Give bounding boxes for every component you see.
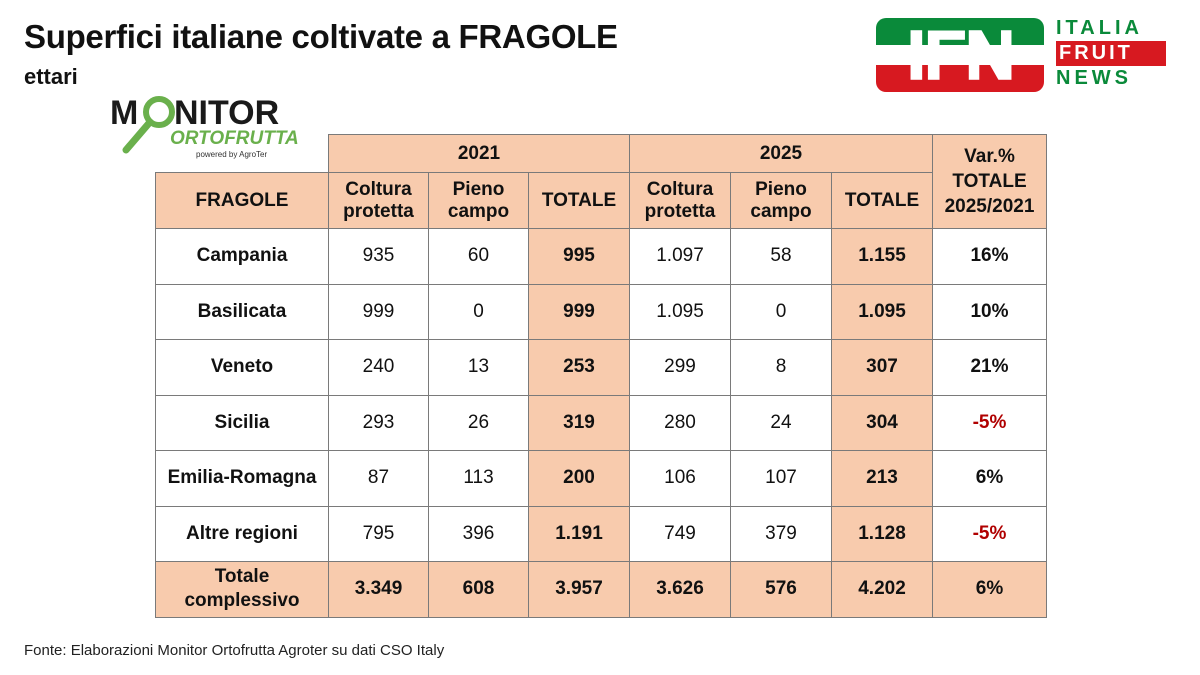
- cell-p2025: 107: [730, 450, 832, 507]
- cell-c2021: 240: [328, 339, 429, 396]
- cell-c2025: 280: [629, 394, 731, 451]
- cell-var: 6%: [932, 561, 1047, 618]
- cell-p2021: 0: [428, 283, 529, 340]
- cell-p2025: 0: [730, 283, 832, 340]
- ifn-word-italia: ITALIA: [1056, 17, 1143, 39]
- cell-t2025: 1.128: [831, 505, 933, 562]
- cell-var: 21%: [932, 339, 1047, 396]
- logo-monitor-m: M: [110, 94, 138, 132]
- cell-var: 6%: [932, 450, 1047, 507]
- cell-p2025: 576: [730, 561, 832, 618]
- cell-c2021: 795: [328, 505, 429, 562]
- cell-p2025: 379: [730, 505, 832, 562]
- row-label: Totale complessivo: [155, 561, 329, 618]
- ifn-flag-box: [876, 18, 1044, 92]
- cell-var: 10%: [932, 283, 1047, 340]
- italia-fruit-news-logo: IFN ITALIA FRUIT NEWS: [876, 16, 1166, 94]
- cell-t2025: 304: [831, 394, 933, 451]
- cell-p2025: 58: [730, 228, 832, 285]
- logo-monitor-nitor: NITOR: [174, 94, 279, 132]
- subheader-totale-2021: TOTALE: [528, 172, 630, 229]
- ifn-word-news: NEWS: [1056, 67, 1132, 89]
- table-total-row: Totale complessivo 3.349 608 3.957 3.626 576 4…: [155, 561, 1047, 618]
- cell-var: -5%: [932, 505, 1047, 562]
- subheader-coltura-2021: Coltura protetta: [328, 172, 429, 229]
- cell-c2021: 87: [328, 450, 429, 507]
- cell-p2021: 26: [428, 394, 529, 451]
- source-note: Fonte: Elaborazioni Monitor Ortofrutta A…: [24, 642, 445, 659]
- subheader-coltura-2025: Coltura protetta: [629, 172, 731, 229]
- cell-p2025: 8: [730, 339, 832, 396]
- row-label: Altre regioni: [155, 505, 329, 562]
- cell-t2025: 213: [831, 450, 933, 507]
- table-row: Altre regioni 795 396 1.191 749 379 1.128 -5%: [155, 505, 1047, 562]
- page-subtitle: ettari: [24, 64, 78, 89]
- cell-p2021: 396: [428, 505, 529, 562]
- cell-t2025: 4.202: [831, 561, 933, 618]
- cell-t2021: 253: [528, 339, 630, 396]
- cell-c2025: 299: [629, 339, 731, 396]
- cell-p2021: 13: [428, 339, 529, 396]
- cell-c2025: 749: [629, 505, 731, 562]
- cell-t2021: 995: [528, 228, 630, 285]
- row-label: Veneto: [155, 339, 329, 396]
- table-row: Basilicata 999 0 999 1.095 0 1.095 10%: [155, 283, 1047, 340]
- row-label: Campania: [155, 228, 329, 285]
- cell-c2025: 3.626: [629, 561, 731, 618]
- cell-t2021: 319: [528, 394, 630, 451]
- cell-p2025: 24: [730, 394, 832, 451]
- cell-t2021: 1.191: [528, 505, 630, 562]
- cell-t2021: 999: [528, 283, 630, 340]
- ifn-wordmark: ITALIA FRUIT NEWS: [1056, 16, 1166, 91]
- cell-t2025: 307: [831, 339, 933, 396]
- ifn-letters: IFN: [906, 16, 1016, 94]
- cell-p2021: 608: [428, 561, 529, 618]
- cell-p2021: 113: [428, 450, 529, 507]
- table-row: Veneto 240 13 253 299 8 307 21%: [155, 339, 1047, 396]
- logo-powered-by: powered by AgroTer: [196, 150, 267, 159]
- cell-t2021: 200: [528, 450, 630, 507]
- year-header-2025: 2025: [629, 134, 933, 173]
- cell-c2021: 999: [328, 283, 429, 340]
- cell-c2025: 106: [629, 450, 731, 507]
- cell-var: -5%: [932, 394, 1047, 451]
- cell-p2021: 60: [428, 228, 529, 285]
- cell-var: 16%: [932, 228, 1047, 285]
- table-row: Emilia-Romagna 87 113 200 106 107 213 6%: [155, 450, 1047, 507]
- row-label: Sicilia: [155, 394, 329, 451]
- magnifier-icon: [143, 96, 175, 128]
- cell-c2021: 3.349: [328, 561, 429, 618]
- row-header-fragole: FRAGOLE: [155, 172, 329, 229]
- subheader-pieno-2021: Pieno campo: [428, 172, 529, 229]
- row-label: Basilicata: [155, 283, 329, 340]
- ifn-word-fruit: FRUIT: [1056, 41, 1166, 66]
- cell-c2021: 935: [328, 228, 429, 285]
- cell-t2025: 1.095: [831, 283, 933, 340]
- strawberry-area-table: 2021 2025 Var.% TOTALE 2025/2021 FRAGOLE…: [155, 134, 1047, 618]
- cell-t2025: 1.155: [831, 228, 933, 285]
- cell-c2025: 1.095: [629, 283, 731, 340]
- cell-c2021: 293: [328, 394, 429, 451]
- table-row: Campania 935 60 995 1.097 58 1.155 16%: [155, 228, 1047, 285]
- cell-c2025: 1.097: [629, 228, 731, 285]
- page-title: Superfici italiane coltivate a FRAGOLE: [24, 18, 618, 55]
- table-row: Sicilia 293 26 319 280 24 304 -5%: [155, 394, 1047, 451]
- logo-ortofrutta: ORTOFRUTTA: [170, 128, 299, 149]
- cell-t2021: 3.957: [528, 561, 630, 618]
- row-label: Emilia-Romagna: [155, 450, 329, 507]
- monitor-ortofrutta-logo: M NITOR ORTOFRUTTA powered by AgroTer: [110, 94, 299, 159]
- year-header-2021: 2021: [328, 134, 630, 173]
- var-header: Var.% TOTALE 2025/2021: [932, 134, 1047, 229]
- subheader-totale-2025: TOTALE: [831, 172, 933, 229]
- subheader-pieno-2025: Pieno campo: [730, 172, 832, 229]
